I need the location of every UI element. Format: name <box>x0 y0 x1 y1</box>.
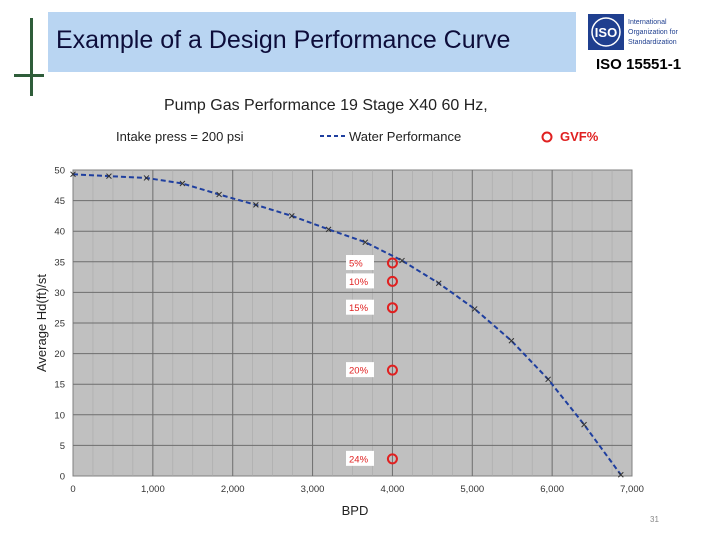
water-data-point <box>581 421 587 428</box>
water-data-point <box>471 306 478 312</box>
water-data-point <box>143 175 150 181</box>
x-tick-label: 5,000 <box>460 484 484 495</box>
title-banner: Example of a Design Performance Curve <box>48 12 576 72</box>
water-data-point <box>179 180 186 187</box>
iso-logo-line-3: Standardization <box>628 39 677 46</box>
gvf-label-box <box>346 299 374 315</box>
water-data-point <box>545 376 552 383</box>
gvf-label: 5% <box>349 259 363 270</box>
chart-subtitle: Intake press = 200 psi <box>116 129 244 144</box>
legend-water-label: Water Performance <box>349 129 461 144</box>
y-tick-label: 20 <box>54 349 65 360</box>
gvf-marker <box>386 364 398 376</box>
x-tick-label: 6,000 <box>540 484 564 495</box>
iso-logo-line-1: International <box>628 19 667 26</box>
water-data-point <box>288 213 295 219</box>
water-data-point <box>508 337 515 344</box>
x-tick-label: 3,000 <box>301 484 325 495</box>
gvf-marker <box>386 275 398 287</box>
iso-logo-line-2: Organization for <box>628 29 678 36</box>
gvf-label-box <box>346 362 374 378</box>
water-data-point <box>253 202 259 208</box>
legend-gvf-marker <box>541 131 553 143</box>
y-tick-label: 15 <box>54 380 65 391</box>
water-performance-line <box>72 173 622 476</box>
water-data-point <box>325 226 332 233</box>
gvf-label-box <box>346 255 374 271</box>
iso-logo: ISO International Organization for Stand… <box>588 14 678 50</box>
y-axis-label: Average Hd(ft)/st <box>34 274 49 372</box>
y-tick-label: 35 <box>54 257 65 268</box>
slide-accent-vertical <box>30 18 33 96</box>
gvf-marker <box>386 453 398 465</box>
slide-accent-horizontal <box>14 74 44 77</box>
gvf-label: 10% <box>349 277 369 288</box>
y-tick-label: 30 <box>54 288 65 299</box>
gvf-marker <box>386 257 398 269</box>
y-tick-label: 45 <box>54 196 65 207</box>
iso-logo-mark: ISO <box>595 25 617 40</box>
iso-logo-emblem <box>588 14 624 50</box>
water-data-point <box>70 171 76 178</box>
y-tick-label: 10 <box>54 410 65 421</box>
x-tick-label: 1,000 <box>141 484 165 495</box>
y-tick-label: 25 <box>54 319 65 330</box>
y-tick-label: 5 <box>60 441 65 452</box>
y-tick-label: 40 <box>54 227 65 238</box>
water-data-point <box>617 471 624 478</box>
x-tick-label: 4,000 <box>381 484 405 495</box>
x-axis-label: BPD <box>342 503 369 518</box>
water-data-point <box>362 239 369 246</box>
x-tick-label: 0 <box>70 484 75 495</box>
slide-title: Example of a Design Performance Curve <box>56 26 511 54</box>
legend-gvf-label: GVF% <box>560 129 599 144</box>
water-data-point <box>435 280 442 287</box>
gvf-label-box <box>346 450 374 466</box>
gvf-label: 20% <box>349 366 369 377</box>
y-tick-label: 0 <box>60 472 65 483</box>
gvf-label-box <box>346 273 374 289</box>
iso-standard-label: ISO 15551-1 <box>596 56 682 73</box>
slide-number: 31 <box>650 515 659 524</box>
x-tick-label: 2,000 <box>221 484 245 495</box>
chart-title: Pump Gas Performance 19 Stage X40 60 Hz, <box>164 97 488 114</box>
water-data-point <box>216 191 222 198</box>
water-data-point <box>399 257 405 264</box>
y-tick-label: 50 <box>54 166 65 177</box>
iso-globe-icon <box>591 17 621 47</box>
water-data-point <box>106 173 112 179</box>
gvf-label: 15% <box>349 303 369 314</box>
gvf-marker <box>386 302 398 314</box>
gvf-label: 24% <box>349 454 369 465</box>
x-tick-label: 7,000 <box>620 484 644 495</box>
